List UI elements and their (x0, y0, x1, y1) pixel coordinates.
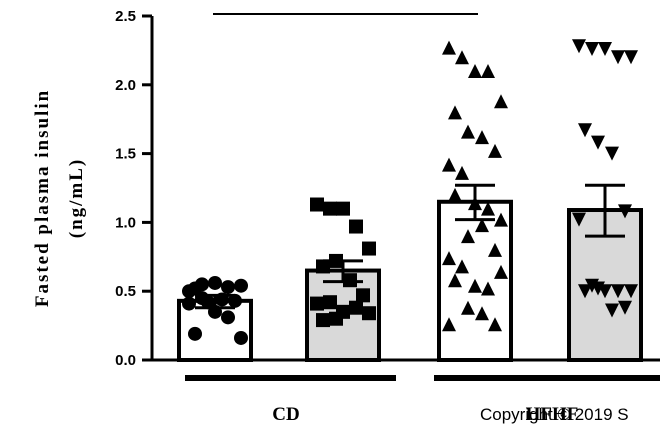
data-point-3-12 (611, 284, 625, 299)
data-point-2-7 (475, 130, 489, 145)
data-point-2-17 (488, 242, 502, 257)
data-point-3-7 (605, 146, 619, 161)
data-point-1-9 (310, 296, 324, 311)
data-point-3-3 (611, 50, 625, 65)
data-point-1-1 (323, 201, 337, 216)
data-point-0-9 (182, 296, 196, 311)
data-point-1-10 (323, 295, 337, 310)
data-point-2-12 (481, 201, 495, 216)
data-point-1-0 (310, 197, 324, 212)
data-point-1-4 (362, 241, 376, 256)
data-point-0-13 (234, 330, 248, 345)
data-point-3-6 (591, 135, 605, 150)
data-point-3-17 (618, 300, 632, 315)
data-point-2-3 (481, 64, 495, 79)
data-point-0-7 (215, 292, 229, 307)
y-tick-label-0: 0.0 (115, 352, 136, 369)
data-point-3-5 (578, 123, 592, 138)
data-point-3-14 (578, 284, 592, 299)
data-point-1-5 (316, 259, 330, 274)
data-point-3-2 (598, 42, 612, 57)
data-point-2-10 (455, 165, 469, 180)
data-point-1-15 (329, 311, 343, 326)
data-point-2-0 (442, 40, 456, 55)
data-point-0-3 (221, 280, 235, 295)
data-point-1-12 (349, 300, 363, 315)
data-point-0-12 (221, 310, 235, 325)
data-point-3-16 (605, 303, 619, 318)
data-point-2-24 (461, 300, 475, 315)
data-point-0-2 (208, 275, 222, 290)
data-point-1-7 (343, 273, 357, 288)
group-label-cd: CD (272, 404, 299, 425)
data-point-0-4 (234, 278, 248, 293)
data-point-2-14 (448, 187, 462, 202)
data-point-2-11 (468, 196, 482, 211)
data-point-3-0 (572, 39, 586, 54)
data-point-2-25 (475, 306, 489, 321)
data-point-1-8 (356, 288, 370, 303)
y-tick-label-5: 2.5 (115, 8, 136, 25)
data-point-2-2 (468, 64, 482, 79)
data-point-2-18 (442, 251, 456, 266)
data-point-2-13 (494, 212, 508, 227)
data-point-2-6 (461, 124, 475, 139)
points-layer (182, 39, 638, 345)
data-point-3-1 (585, 42, 599, 57)
data-point-2-16 (475, 218, 489, 233)
data-point-1-6 (329, 253, 343, 268)
data-point-1-13 (362, 306, 376, 321)
data-point-2-4 (494, 94, 508, 109)
y-axis-label-line1: Fasted plasma insulin (32, 89, 53, 307)
data-point-2-22 (494, 264, 508, 279)
data-point-2-9 (442, 157, 456, 172)
data-point-2-8 (488, 143, 502, 158)
data-point-1-2 (336, 201, 350, 216)
data-point-2-26 (488, 317, 502, 332)
data-point-2-5 (448, 105, 462, 120)
data-point-2-27 (442, 317, 456, 332)
data-point-3-9 (572, 212, 586, 227)
data-point-0-5 (188, 281, 202, 296)
group-label-hfhf: HFHF (526, 404, 579, 425)
data-point-2-21 (481, 281, 495, 296)
data-point-0-10 (195, 291, 209, 306)
y-tick-label-3: 1.5 (115, 146, 136, 163)
y-tick-label-4: 2.0 (115, 77, 136, 94)
data-point-0-11 (208, 304, 222, 319)
data-point-3-15 (591, 281, 605, 296)
y-tick-label-1: 0.5 (115, 283, 136, 300)
data-point-0-8 (228, 293, 242, 308)
y-tick-label-2: 1.0 (115, 214, 136, 231)
data-point-2-20 (468, 278, 482, 293)
data-point-3-4 (624, 50, 638, 65)
data-point-1-14 (316, 313, 330, 328)
y-axis-label-line2: (ng/mL) (66, 158, 87, 239)
copyright-watermark: Copyright © 2019 S (480, 405, 629, 424)
data-point-1-3 (349, 219, 363, 234)
data-point-2-15 (461, 229, 475, 244)
data-point-0-14 (188, 326, 202, 341)
data-point-3-8 (618, 204, 632, 219)
data-point-2-1 (455, 50, 469, 65)
data-point-2-23 (448, 273, 462, 288)
data-point-2-19 (455, 259, 469, 274)
data-point-3-13 (624, 284, 638, 299)
bars-layer (177, 183, 643, 362)
